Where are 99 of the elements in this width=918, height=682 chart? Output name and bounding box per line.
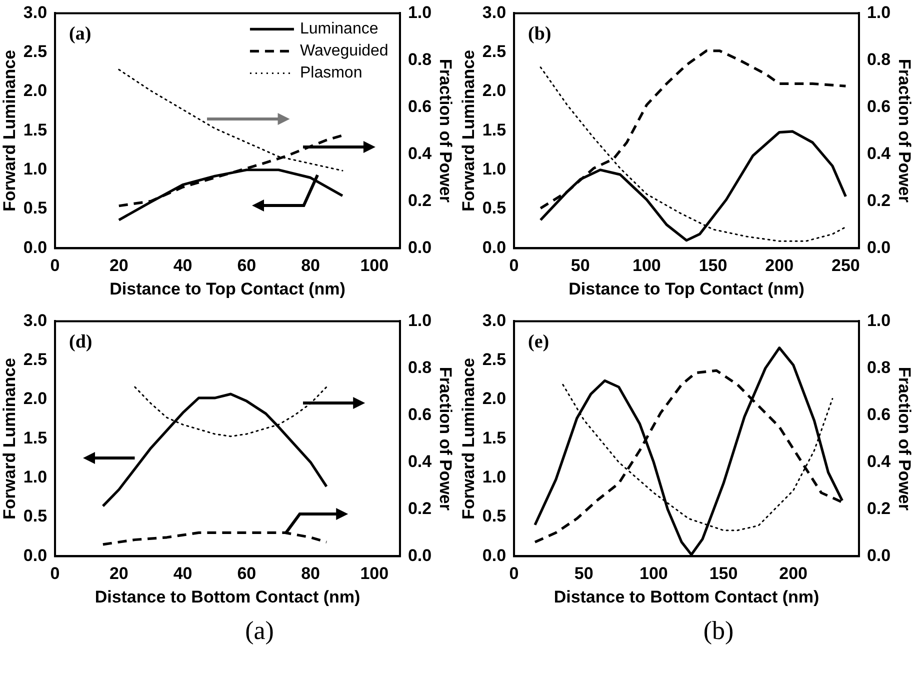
x-axis-title: Distance to Top Contact (nm) bbox=[110, 279, 346, 298]
x-tick-label: 0 bbox=[50, 564, 60, 584]
x-tick-label: 60 bbox=[237, 564, 256, 584]
x-tick-label: 150 bbox=[698, 256, 728, 276]
y2-tick-label: 1.0 bbox=[866, 2, 891, 22]
y-tick-label: 1.0 bbox=[23, 468, 48, 487]
y2-tick-label: 0.8 bbox=[408, 50, 432, 69]
y-tick-label: 1.0 bbox=[482, 160, 506, 179]
y-tick-label: 2.5 bbox=[482, 42, 506, 62]
x-tick-label: 100 bbox=[360, 564, 389, 584]
y2-tick-label: 0.0 bbox=[408, 546, 432, 565]
annotation: (a) bbox=[69, 24, 92, 45]
y2-tick-label: 0.4 bbox=[408, 452, 432, 471]
y2-tick-label: 0.6 bbox=[866, 96, 891, 116]
x-tick-label: 80 bbox=[301, 256, 320, 276]
y-tick-label: 0.0 bbox=[482, 238, 506, 257]
y2-tick-label: 0.4 bbox=[866, 452, 892, 471]
y2-tick-label: 0.6 bbox=[408, 404, 432, 424]
y-tick-label: 1.5 bbox=[23, 428, 48, 448]
y-tick-label: 2.0 bbox=[23, 81, 48, 100]
y2-axis-title: Fraction of Power bbox=[895, 58, 914, 203]
y2-tick-label: 0.4 bbox=[408, 144, 432, 163]
x-tick-label: 60 bbox=[237, 256, 256, 276]
x-tick-label: 40 bbox=[173, 564, 192, 584]
y-tick-label: 1.5 bbox=[482, 120, 506, 140]
x-axis-title: Distance to Top Contact (nm) bbox=[568, 279, 804, 298]
legend-label: Waveguided bbox=[300, 42, 388, 60]
y-axis-title: Forward Luminance bbox=[458, 358, 478, 520]
y2-axis-title: Fraction of Power bbox=[436, 366, 456, 511]
x-tick-label: 0 bbox=[509, 256, 519, 276]
x-tick-label: 20 bbox=[109, 256, 128, 276]
x-tick-label: 50 bbox=[570, 256, 590, 276]
y2-tick-label: 0.8 bbox=[866, 50, 891, 69]
y-tick-label: 2.5 bbox=[482, 350, 506, 370]
y2-tick-label: 0.0 bbox=[866, 238, 891, 257]
y-tick-label: 0.0 bbox=[482, 546, 506, 565]
x-tick-label: 40 bbox=[173, 256, 192, 276]
y2-tick-label: 1.0 bbox=[866, 310, 891, 330]
x-tick-label: 0 bbox=[50, 256, 60, 276]
y-tick-label: 2.5 bbox=[23, 42, 48, 62]
y2-tick-label: 0.6 bbox=[408, 96, 432, 116]
y-axis-title: Forward Luminance bbox=[0, 358, 19, 520]
x-tick-label: 50 bbox=[574, 564, 594, 584]
legend-label: Luminance bbox=[300, 20, 378, 38]
annotation: (e) bbox=[528, 332, 550, 353]
y2-tick-label: 0.8 bbox=[408, 358, 432, 377]
y-tick-label: 3.0 bbox=[482, 2, 506, 22]
y-tick-label: 2.5 bbox=[23, 350, 48, 370]
x-axis-title: Distance to Bottom Contact (nm) bbox=[94, 587, 360, 606]
y-tick-label: 1.5 bbox=[482, 428, 506, 448]
y-tick-label: 3.0 bbox=[23, 2, 48, 22]
y2-tick-label: 0.8 bbox=[866, 358, 891, 377]
x-tick-label: 0 bbox=[509, 564, 519, 584]
x-tick-label: 100 bbox=[632, 256, 661, 276]
text: (a) bbox=[244, 616, 275, 646]
x-tick-label: 150 bbox=[709, 564, 738, 584]
legend-label: Plasmon bbox=[300, 64, 362, 82]
x-axis-title: Distance to Bottom Contact (nm) bbox=[554, 587, 820, 606]
line-series bbox=[540, 66, 846, 242]
y2-axis-title: Fraction of Power bbox=[436, 58, 456, 203]
x-tick-label: 80 bbox=[301, 564, 320, 584]
text: (b) bbox=[702, 616, 735, 646]
y-tick-label: 2.0 bbox=[482, 81, 506, 100]
y-tick-label: 3.0 bbox=[23, 310, 48, 330]
y2-tick-label: 0.6 bbox=[866, 404, 891, 424]
y-axis-title: Forward Luminance bbox=[0, 50, 19, 212]
x-tick-label: 100 bbox=[360, 256, 389, 276]
y2-tick-label: 0.2 bbox=[866, 190, 891, 210]
x-tick-label: 200 bbox=[765, 256, 794, 276]
y-tick-label: 0.0 bbox=[23, 238, 48, 257]
y2-tick-label: 0.4 bbox=[866, 144, 892, 163]
annotation: (d) bbox=[69, 332, 92, 353]
y2-tick-label: 1.0 bbox=[408, 310, 432, 330]
y-tick-label: 1.0 bbox=[23, 160, 48, 179]
y-axis-title: Forward Luminance bbox=[458, 50, 478, 212]
y2-tick-label: 0.0 bbox=[866, 546, 891, 565]
y-tick-label: 0.5 bbox=[482, 198, 506, 218]
line-series bbox=[562, 384, 834, 532]
y2-tick-label: 0.2 bbox=[866, 498, 891, 518]
y-tick-label: 0.0 bbox=[23, 546, 48, 565]
x-tick-label: 200 bbox=[779, 564, 808, 584]
y-tick-label: 2.0 bbox=[482, 389, 506, 408]
y-tick-label: 3.0 bbox=[482, 310, 506, 330]
x-tick-label: 100 bbox=[639, 564, 668, 584]
y2-tick-label: 0.0 bbox=[408, 238, 432, 257]
annotation: (b) bbox=[528, 24, 552, 45]
y2-tick-label: 1.0 bbox=[408, 2, 432, 22]
x-tick-label: 20 bbox=[109, 564, 128, 584]
y2-axis-title: Fraction of Power bbox=[895, 366, 914, 511]
line-series bbox=[102, 531, 328, 546]
y-tick-label: 0.5 bbox=[482, 506, 506, 526]
y-tick-label: 1.5 bbox=[23, 120, 48, 140]
y2-tick-label: 0.2 bbox=[408, 498, 432, 518]
y-tick-label: 0.5 bbox=[23, 198, 48, 218]
y-tick-label: 0.5 bbox=[23, 506, 48, 526]
y-tick-label: 1.0 bbox=[482, 468, 506, 487]
x-tick-label: 250 bbox=[832, 256, 860, 276]
y-tick-label: 2.0 bbox=[23, 389, 48, 408]
y2-tick-label: 0.2 bbox=[408, 190, 432, 210]
